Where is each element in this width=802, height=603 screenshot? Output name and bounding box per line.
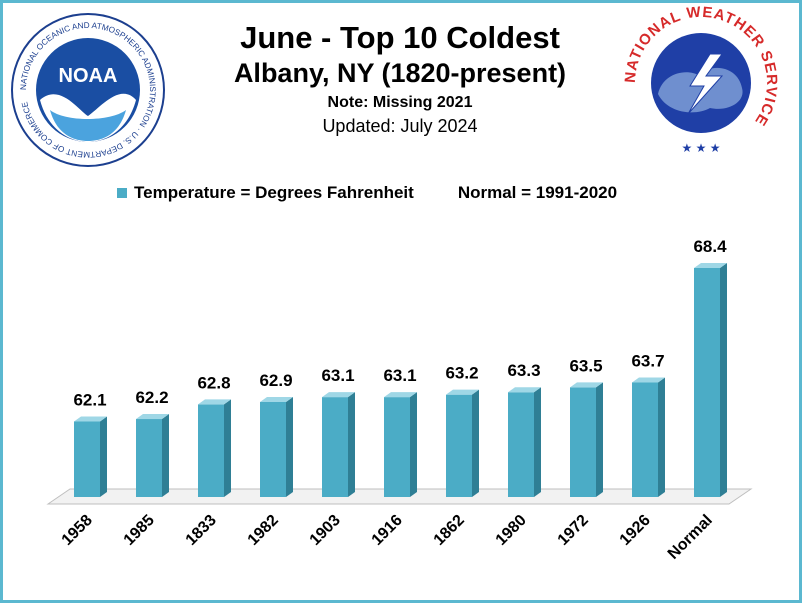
data-label: 63.3 [507,361,540,380]
bar [508,392,534,497]
noaa-logo: NOAA NATIONAL OCEANIC AND ATMOSPHERIC AD… [11,13,165,167]
data-label: 63.7 [631,352,664,371]
category-label: 1985 [121,512,158,549]
bar-top [136,414,169,420]
bar-top [74,416,107,422]
noaa-logo-text: NOAA [59,65,118,87]
bar-side [348,392,355,497]
bar [322,397,348,497]
data-label: 62.8 [197,373,230,392]
bar-top [322,392,355,398]
bar-top [260,396,293,402]
bar [198,404,224,497]
nws-logo: NATIONAL WEATHER SERVICE ★ ★ ★ [622,4,779,161]
data-label: 62.2 [135,388,168,407]
bar [694,268,720,497]
bar-side [472,389,479,497]
chart-subtitle: Albany, NY (1820-present) [233,58,567,88]
bar [74,421,100,497]
legend-series-label: Temperature = Degrees Fahrenheit [134,183,414,202]
category-label: 1980 [493,512,530,549]
data-label: 63.5 [569,356,602,375]
legend-normal-label: Normal = 1991-2020 [457,183,618,202]
category-label: 1862 [431,512,468,549]
bar-side [534,387,541,497]
chart-note: Note: Missing 2021 [327,94,473,111]
title-block: June - Top 10 Coldest Albany, NY (1820-p… [190,20,610,138]
bar-top [446,389,479,395]
data-label: 63.1 [321,366,354,385]
chart-updated: Updated: July 2024 [322,116,478,136]
bar-side [286,396,293,497]
bar-side [720,263,727,497]
bar-side [162,414,169,497]
data-label: 63.2 [445,364,478,383]
bar-side [224,399,231,497]
bar [446,394,472,497]
data-label: 62.9 [259,371,292,390]
legend-swatch [117,188,127,198]
bar [136,419,162,497]
category-label: 1972 [555,512,592,549]
bar-top [570,382,603,388]
nws-stars-icon: ★ ★ ★ [682,141,721,155]
bar [260,401,286,497]
bar-side [410,392,417,497]
bar-side [596,382,603,497]
category-label: 1916 [369,512,406,549]
category-label: 1982 [245,512,282,549]
bar [632,382,658,497]
bar [570,387,596,497]
category-label: 1958 [59,512,96,549]
data-label: 63.1 [383,366,416,385]
data-label: 62.1 [73,390,106,409]
category-label: 1833 [183,512,220,549]
bar-top [198,399,231,405]
bar-top [694,263,727,268]
category-label: Normal [665,512,716,563]
bar-side [658,377,665,497]
category-label: 1926 [617,512,654,549]
category-label: 1903 [307,512,344,549]
legend: Temperature = Degrees Fahrenheit Normal … [117,183,617,203]
bar-top [632,377,665,383]
bar [384,397,410,497]
chart-title: June - Top 10 Coldest [240,20,560,55]
bar-side [100,416,107,497]
bar-top [508,387,541,393]
data-label: 68.4 [693,237,727,256]
bar-top [384,392,417,398]
